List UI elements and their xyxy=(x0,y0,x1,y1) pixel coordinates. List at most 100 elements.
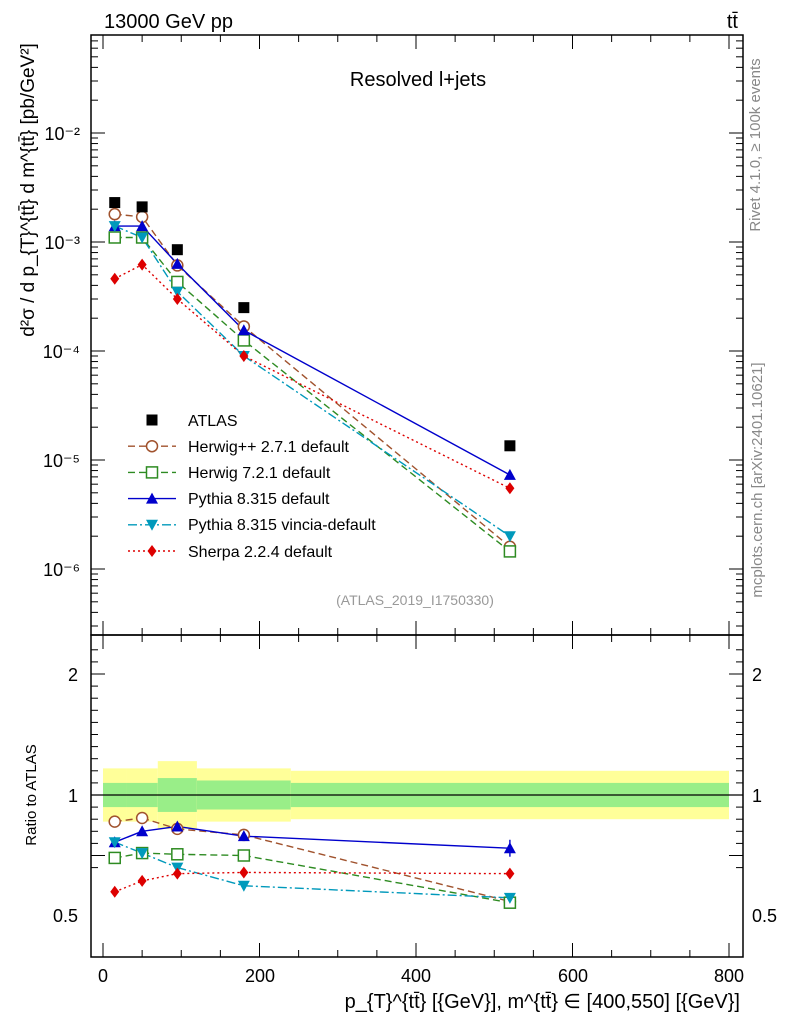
main-y-tick-label: 10⁻² xyxy=(44,124,80,144)
series-line-ratio xyxy=(114,830,143,843)
atlas-data-point xyxy=(109,197,121,209)
series-marker-ratio xyxy=(237,849,251,862)
atlas-data-point xyxy=(504,440,516,452)
series-marker-main xyxy=(503,468,516,480)
series-line-ratio xyxy=(141,872,178,882)
legend-label-pythia: Pythia 8.315 default xyxy=(188,491,330,508)
series-marker-main xyxy=(172,292,182,305)
legend-symbols xyxy=(128,414,176,557)
legend-label-atlas: ATLAS xyxy=(188,413,238,430)
series-line-ratio xyxy=(177,853,244,857)
ratio-y-axis-label: Ratio to ATLAS xyxy=(23,744,40,845)
series-marker-ratio xyxy=(136,848,149,860)
series-marker-ratio xyxy=(136,825,149,837)
series-marker-main xyxy=(108,207,121,221)
main-y-tick-labels: 10⁻² 10⁻³ 10⁻⁴ 10⁻⁵ 10⁻⁶ xyxy=(43,124,80,580)
series-marker-ratio xyxy=(108,837,121,849)
series-marker-main xyxy=(137,258,147,271)
ratio-y-tick-label-left: 0.5 xyxy=(53,906,78,926)
series-markers xyxy=(108,197,517,909)
series-marker-main xyxy=(171,257,184,269)
series-marker-ratio xyxy=(110,885,120,898)
ratio-y-tick-label-left: 1 xyxy=(68,786,78,806)
series-marker-ratio xyxy=(237,880,250,892)
legend-marker xyxy=(146,492,158,504)
series-marker-ratio xyxy=(135,811,149,825)
series-line-ratio xyxy=(177,866,245,887)
series-marker-ratio xyxy=(237,830,250,842)
series-line-ratio xyxy=(243,871,510,875)
ratio-y-tick-labels: 2 1 0.5 2 1 0.5 xyxy=(53,665,777,926)
series-marker-ratio xyxy=(137,874,147,887)
series-line-ratio xyxy=(243,835,510,849)
legend-label-sherpa: Sherpa 2.2.4 default xyxy=(188,544,333,561)
series-marker-ratio xyxy=(172,867,182,880)
plot-title: Resolved l+jets xyxy=(350,69,486,91)
ratio-y-tick-label-right: 0.5 xyxy=(752,906,777,926)
legend-marker xyxy=(146,519,158,531)
atlas-data-point xyxy=(136,201,148,213)
series-line-ratio xyxy=(243,834,511,903)
series-marker-main xyxy=(237,324,250,336)
series-marker-main xyxy=(110,272,120,285)
series-marker-ratio xyxy=(108,851,121,865)
x-tick-label: 0 xyxy=(98,966,108,986)
rivet-label: Rivet 4.1.0, ≥ 100k events xyxy=(747,58,764,231)
mcplots-label: mcplots.cern.ch [arXiv:2401.10621] xyxy=(749,362,766,597)
series-line-ratio xyxy=(114,880,143,893)
main-y-tick-label: 10⁻⁵ xyxy=(43,451,80,471)
main-y-axis-label: d²σ / d p_{T}^{tt̄} d m^{tt̄} [pb/GeV²] xyxy=(18,43,39,337)
series-marker-ratio xyxy=(171,820,184,832)
ratio-panel-frame xyxy=(90,634,744,958)
main-y-tick-label: 10⁻⁴ xyxy=(43,342,80,362)
analysis-id: (ATLAS_2019_I1750330) xyxy=(336,592,494,608)
main-y-tick-label: 10⁻³ xyxy=(44,233,80,253)
series-marker-main xyxy=(505,482,515,495)
series-marker-main xyxy=(171,286,184,298)
main-y-tick-label: 10⁻⁶ xyxy=(43,560,80,580)
ratio-y-tick-label-right: 1 xyxy=(752,786,762,806)
series-marker-ratio xyxy=(171,848,184,861)
x-tick-label: 400 xyxy=(401,966,431,986)
legend-label-vincia: Pythia 8.315 vincia-default xyxy=(188,517,376,534)
series-line-ratio xyxy=(177,825,244,837)
x-tick-label: 200 xyxy=(245,966,275,986)
series-marker-main xyxy=(136,220,149,232)
x-tick-labels: 0 200 400 600 800 xyxy=(98,966,744,986)
series-marker-main xyxy=(503,531,516,543)
series-marker-ratio xyxy=(505,867,515,880)
legend-marker xyxy=(146,414,158,426)
legend: ATLAS Herwig++ 2.7.1 default Herwig 7.2.… xyxy=(188,413,376,561)
energy-label: 13000 GeV pp xyxy=(104,11,233,33)
legend-marker xyxy=(145,466,159,479)
series-line-ratio xyxy=(177,871,244,875)
series-marker-main xyxy=(108,231,121,244)
legend-label-herwig7: Herwig 7.2.1 default xyxy=(188,465,331,482)
series-line-main xyxy=(114,225,511,537)
atlas-data-point xyxy=(171,244,183,256)
series-marker-main xyxy=(171,275,184,289)
legend-marker xyxy=(147,545,157,557)
series-marker-main xyxy=(136,232,149,244)
series-marker-ratio xyxy=(108,815,121,828)
x-tick-label: 600 xyxy=(558,966,588,986)
series-marker-ratio xyxy=(503,892,516,904)
atlas-data-point xyxy=(238,302,250,314)
ratio-y-tick-label-left: 2 xyxy=(68,665,78,685)
process-label: tt̄ xyxy=(727,11,739,33)
series-marker-main xyxy=(108,221,121,233)
series-marker-main xyxy=(239,349,249,362)
axis-ticks xyxy=(91,35,743,957)
x-axis-label: p_{T}^{tt̄} [{GeV}], m^{tt̄} ∈ [400,550]… xyxy=(345,991,740,1013)
x-tick-label: 800 xyxy=(714,966,744,986)
ratio-bands xyxy=(91,761,743,829)
series-marker-main xyxy=(503,545,517,558)
series-marker-ratio xyxy=(239,866,249,879)
series-line-ratio xyxy=(243,854,511,904)
legend-label-herwigpp: Herwig++ 2.7.1 default xyxy=(188,439,350,456)
series-line-ratio xyxy=(243,885,510,899)
series-marker-main xyxy=(237,334,251,347)
legend-marker xyxy=(145,439,159,453)
ratio-y-tick-label-right: 2 xyxy=(752,665,762,685)
